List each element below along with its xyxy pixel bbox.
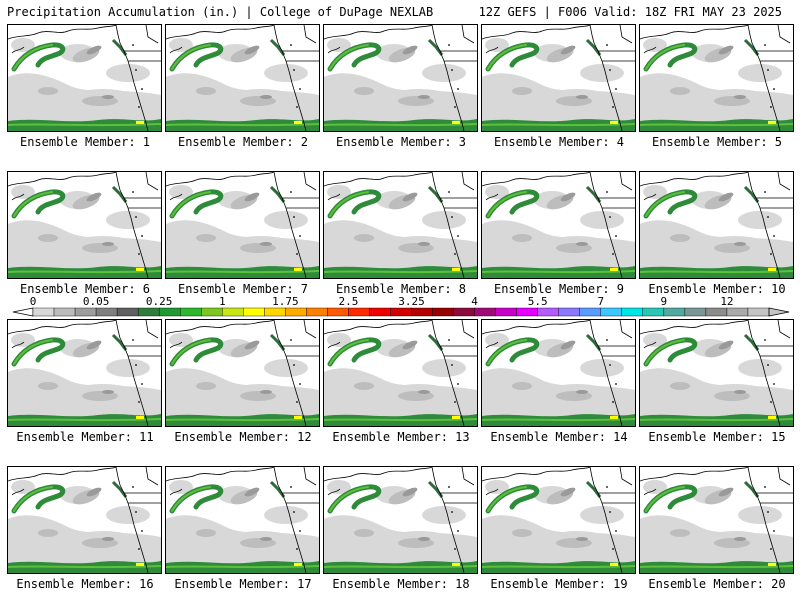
ensemble-member-4-map <box>481 24 636 132</box>
ensemble-member-label: Ensemble Member: 19 <box>490 577 628 591</box>
scale-tick-label: 0.25 <box>146 296 173 308</box>
scale-swatch <box>684 307 707 317</box>
scale-tick-label: 12 <box>720 296 733 308</box>
scale-swatch <box>369 307 391 317</box>
scale-tick-label: 7 <box>597 296 604 308</box>
ensemble-member-label: Ensemble Member: 11 <box>16 430 154 444</box>
scale-swatch <box>179 307 202 317</box>
scale-swatch <box>537 307 559 317</box>
ensemble-member-label: Ensemble Member: 14 <box>490 430 628 444</box>
scale-tick-label: 2.5 <box>338 296 358 308</box>
ensemble-member-9-map <box>481 171 636 279</box>
scale-swatch <box>116 307 139 317</box>
ensemble-member-label: Ensemble Member: 13 <box>332 430 470 444</box>
ensemble-member-17-map <box>165 466 320 574</box>
ensemble-member-8-map <box>323 171 478 279</box>
scale-tick-label: 1 <box>219 296 226 308</box>
scale-swatch <box>390 307 412 317</box>
scale-swatch <box>453 307 475 317</box>
ensemble-member-label: Ensemble Member: 5 <box>651 135 783 149</box>
scale-swatch <box>348 307 370 317</box>
ensemble-member-label: Ensemble Member: 12 <box>174 430 312 444</box>
scale-tick-label: 9 <box>661 296 668 308</box>
ensemble-member-label: Ensemble Member: 9 <box>493 282 625 296</box>
ensemble-member-label: Ensemble Member: 3 <box>335 135 467 149</box>
scale-swatch <box>222 307 244 317</box>
scale-swatch <box>432 307 454 317</box>
ensemble-member-15-map <box>639 319 794 427</box>
ensemble-member-14-map <box>481 319 636 427</box>
ensemble-member-label: Ensemble Member: 8 <box>335 282 467 296</box>
scale-swatch <box>600 307 622 317</box>
ensemble-member-12-map <box>165 319 320 427</box>
scale-swatch <box>516 307 538 317</box>
ensemble-member-5-map <box>639 24 794 132</box>
ensemble-member-label: Ensemble Member: 7 <box>177 282 309 296</box>
scale-swatch <box>411 307 433 317</box>
scale-swatch <box>621 307 644 317</box>
ensemble-member-label: Ensemble Member: 4 <box>493 135 625 149</box>
scale-swatch <box>201 307 223 317</box>
scale-tick-label: 4 <box>471 296 478 308</box>
scale-swatch <box>306 307 328 317</box>
ensemble-member-label: Ensemble Member: 15 <box>648 430 786 444</box>
scale-tick-label: 5.5 <box>528 296 548 308</box>
scale-swatch <box>74 307 97 317</box>
ensemble-member-1-map <box>7 24 162 132</box>
scale-right-arrow <box>768 307 790 317</box>
ensemble-member-6-map <box>7 171 162 279</box>
scale-swatch <box>663 307 686 317</box>
scale-swatch <box>32 307 55 317</box>
ensemble-member-19-map <box>481 466 636 574</box>
ensemble-member-label: Ensemble Member: 6 <box>19 282 151 296</box>
ensemble-member-label: Ensemble Member: 17 <box>174 577 312 591</box>
ensemble-member-18-map <box>323 466 478 574</box>
scale-swatch <box>642 307 665 317</box>
scale-swatch <box>53 307 76 317</box>
run-valid-time: 12Z GEFS | F006 Valid: 18Z FRI MAY 23 20… <box>478 5 782 19</box>
scale-tick-label: 1.75 <box>272 296 299 308</box>
ensemble-member-label: Ensemble Member: 2 <box>177 135 309 149</box>
ensemble-member-label: Ensemble Member: 1 <box>19 135 151 149</box>
scale-tick-label: 3.25 <box>398 296 425 308</box>
ensemble-member-label: Ensemble Member: 20 <box>648 577 786 591</box>
ensemble-member-11-map <box>7 319 162 427</box>
scale-swatch <box>285 307 307 317</box>
ensemble-member-16-map <box>7 466 162 574</box>
ensemble-member-13-map <box>323 319 478 427</box>
scale-swatch <box>243 307 265 317</box>
scale-tick-label: 0.05 <box>83 296 110 308</box>
scale-swatch <box>495 307 517 317</box>
scale-swatch <box>137 307 160 317</box>
ensemble-member-7-map <box>165 171 320 279</box>
scale-left-arrow <box>12 307 34 317</box>
scale-tick-label: 0 <box>30 296 37 308</box>
scale-swatch <box>264 307 286 317</box>
scale-swatch <box>158 307 181 317</box>
scale-swatch <box>95 307 118 317</box>
precipitation-color-scale: 0 0.05 0.25 1 1.75 2.5 3.25 4 5.5 7 9 12 <box>12 296 790 317</box>
chart-title: Precipitation Accumulation (in.) | Colle… <box>7 5 434 19</box>
ensemble-member-2-map <box>165 24 320 132</box>
scale-swatch <box>474 307 496 317</box>
scale-swatch <box>726 307 749 317</box>
ensemble-member-20-map <box>639 466 794 574</box>
ensemble-member-3-map <box>323 24 478 132</box>
ensemble-member-label: Ensemble Member: 10 <box>648 282 786 296</box>
ensemble-member-label: Ensemble Member: 16 <box>16 577 154 591</box>
scale-swatch <box>747 307 770 317</box>
scale-swatch <box>705 307 728 317</box>
scale-swatch <box>558 307 580 317</box>
scale-swatch <box>579 307 601 317</box>
scale-swatch <box>327 307 349 317</box>
ensemble-member-10-map <box>639 171 794 279</box>
ensemble-member-label: Ensemble Member: 18 <box>332 577 470 591</box>
